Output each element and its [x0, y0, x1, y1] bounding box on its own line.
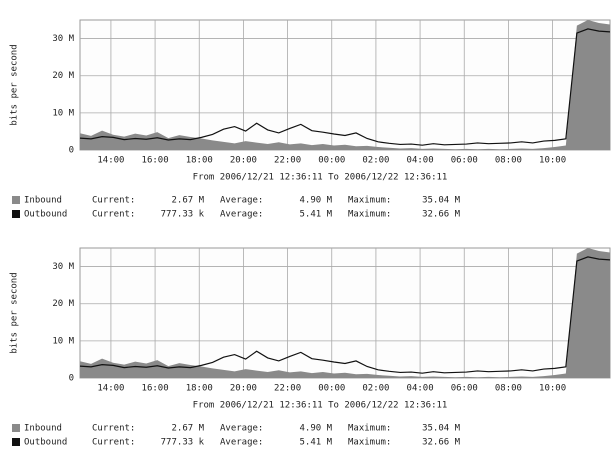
stat-value: 4.90 M: [299, 424, 332, 434]
subtitle: From 2006/12/21 12:36:11 To 2006/12/22 1…: [193, 401, 448, 411]
legend-name: Outbound: [24, 210, 67, 220]
legend-swatch: [12, 438, 20, 446]
y-tick-label: 30 M: [52, 262, 74, 272]
stat-label: Maximum:: [348, 196, 391, 206]
stat-value: 35.04 M: [422, 196, 461, 206]
y-tick-label: 20 M: [52, 71, 74, 81]
x-tick-label: 00:00: [318, 384, 345, 394]
x-tick-label: 16:00: [142, 156, 169, 166]
y-tick-label: 30 M: [52, 34, 74, 44]
x-tick-label: 02:00: [362, 384, 389, 394]
stat-value: 777.33 k: [161, 438, 205, 448]
outbound-line: [79, 28, 611, 146]
legend-swatch: [12, 424, 20, 432]
x-tick-label: 14:00: [97, 156, 124, 166]
legend-name: Inbound: [24, 196, 62, 206]
stat-value: 35.04 M: [422, 424, 461, 434]
stat-label: Current:: [92, 424, 135, 434]
x-tick-label: 18:00: [186, 384, 213, 394]
stat-value: 2.67 M: [171, 196, 204, 206]
x-tick-label: 02:00: [362, 156, 389, 166]
y-tick-label: 0: [69, 374, 74, 384]
stat-value: 2.67 M: [171, 424, 204, 434]
stat-value: 32.66 M: [422, 210, 461, 220]
stat-value: 32.66 M: [422, 438, 461, 448]
outbound-line: [79, 256, 611, 374]
x-tick-label: 04:00: [407, 384, 434, 394]
y-axis-title: bits per second: [10, 272, 20, 353]
y-tick-label: 0: [69, 146, 74, 156]
x-tick-label: 00:00: [318, 156, 345, 166]
y-tick-label: 10 M: [52, 108, 74, 118]
stat-label: Average:: [220, 438, 263, 448]
legend-swatch: [12, 210, 20, 218]
legend-swatch: [12, 196, 20, 204]
stat-value: 777.33 k: [161, 210, 205, 220]
x-tick-label: 08:00: [495, 384, 522, 394]
stat-label: Maximum:: [348, 438, 391, 448]
x-tick-label: 14:00: [97, 384, 124, 394]
stat-label: Average:: [220, 196, 263, 206]
stat-label: Average:: [220, 210, 263, 220]
plot-area: [79, 19, 611, 151]
y-tick-label: 20 M: [52, 299, 74, 309]
x-tick-label: 20:00: [230, 384, 257, 394]
x-tick-label: 18:00: [186, 156, 213, 166]
stat-label: Current:: [92, 438, 135, 448]
inbound-area: [80, 20, 610, 150]
chart: 0 10 M 20 M 30 M 14:00 16:00 18:00 20:00 22:00 00…: [10, 19, 611, 220]
plot-area: [79, 247, 611, 379]
chart: 0 10 M 20 M 30 M 14:00 16:00 18:00 20:00 22:00 00…: [10, 247, 611, 448]
stat-label: Average:: [220, 424, 263, 434]
inbound-area: [80, 248, 610, 378]
x-tick-label: 10:00: [539, 156, 566, 166]
x-tick-label: 20:00: [230, 156, 257, 166]
x-tick-label: 10:00: [539, 384, 566, 394]
stat-label: Maximum:: [348, 210, 391, 220]
x-tick-label: 06:00: [451, 384, 478, 394]
x-tick-label: 08:00: [495, 156, 522, 166]
y-tick-label: 10 M: [52, 336, 74, 346]
legend-name: Inbound: [24, 424, 62, 434]
x-tick-label: 16:00: [142, 384, 169, 394]
legend-name: Outbound: [24, 438, 67, 448]
x-tick-label: 04:00: [407, 156, 434, 166]
stat-value: 5.41 M: [299, 438, 332, 448]
stat-value: 5.41 M: [299, 210, 332, 220]
y-axis-title: bits per second: [10, 44, 20, 125]
subtitle: From 2006/12/21 12:36:11 To 2006/12/22 1…: [193, 173, 448, 183]
x-tick-label: 22:00: [274, 384, 301, 394]
stat-label: Current:: [92, 196, 135, 206]
stat-label: Current:: [92, 210, 135, 220]
stat-label: Maximum:: [348, 424, 391, 434]
x-tick-label: 22:00: [274, 156, 301, 166]
stat-value: 4.90 M: [299, 196, 332, 206]
x-tick-label: 06:00: [451, 156, 478, 166]
